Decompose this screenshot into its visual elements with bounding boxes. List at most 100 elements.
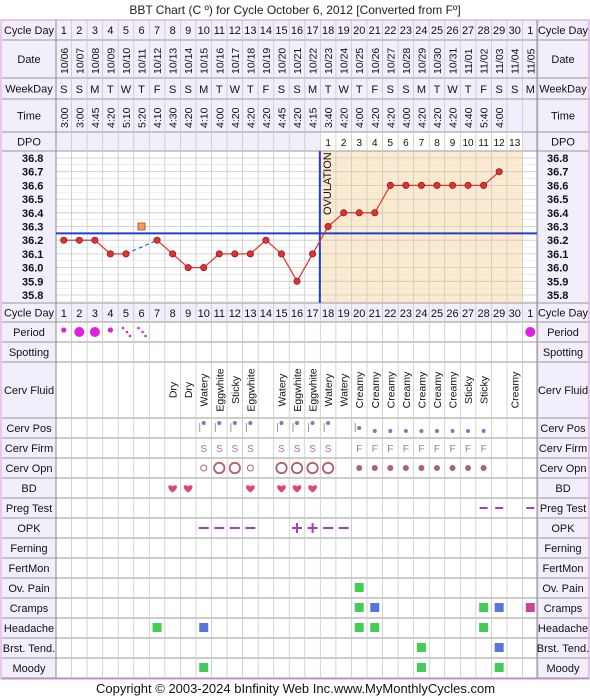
cramps-marker: [370, 603, 380, 612]
cerv-pos-dot: [466, 429, 471, 433]
cycle-day-label: 28: [478, 25, 490, 37]
cycle-day-label-bottom: 6: [138, 308, 144, 320]
weekday-label: W: [121, 84, 132, 96]
dpo-band: [320, 132, 523, 151]
cerv-firm-label: F: [465, 444, 471, 455]
cycle-day-label: 5: [123, 25, 129, 37]
label-cell-left: [2, 322, 56, 342]
period-marker: [89, 327, 100, 337]
y-tick-label-right: 36.1: [547, 249, 568, 261]
row-label-cycle-day: Cycle Day: [4, 308, 55, 320]
y-tick-label-right: 36.0: [547, 263, 568, 275]
cycle-day-label-bottom: 18: [322, 308, 334, 320]
cycle-day-label-bottom: 20: [353, 308, 365, 320]
moody-marker: [199, 663, 209, 672]
cerv-opn-marker: [228, 461, 241, 475]
time-label: 4:10: [152, 107, 164, 128]
cerv-fluid-label: Creamy: [416, 371, 428, 409]
cycle-day-label: 13: [244, 25, 256, 37]
cycle-day-label-bottom: 23: [400, 308, 412, 320]
label-cell-right: [537, 458, 589, 478]
label-cell-right: [537, 342, 589, 362]
cycle-day-label: 22: [384, 25, 396, 37]
temp-point: [449, 181, 457, 189]
label-cell-left: [2, 151, 56, 303]
cycle-day-label: 18: [322, 25, 334, 37]
row-label-right-spotting: Spotting: [543, 347, 583, 359]
weekday-label: S: [387, 84, 394, 96]
y-tick-label-left: 36.8: [22, 153, 43, 165]
row-label-cerv-fluid: Cerv Fluid: [4, 385, 54, 397]
time-label: 4:20: [245, 107, 257, 128]
cycle-day-label: 11: [214, 25, 225, 37]
label-cell-right: [537, 638, 589, 658]
cycle-day-label: 2: [76, 25, 82, 37]
temp-point: [153, 236, 161, 244]
footer-site[interactable]: www.MyMonthlyCycles.com: [333, 681, 495, 696]
cerv-fluid-label: Eggwhite: [245, 368, 257, 411]
weekday-label: T: [247, 84, 254, 96]
cycle-day-label: 1: [61, 25, 67, 37]
cerv-fluid-label: Dry: [183, 381, 195, 398]
date-label: 10/30: [432, 48, 444, 74]
cerv-opn-marker: [306, 461, 319, 475]
date-label: 10/20: [276, 48, 288, 74]
period-marker: [61, 327, 67, 333]
time-label: 4:20: [339, 107, 351, 128]
time-label: 4:20: [385, 107, 397, 128]
cerv-pos-dot: [310, 421, 315, 425]
cerv-opn-marker: [418, 465, 425, 471]
dpo-label: 13: [509, 138, 521, 149]
cerv-opn-marker: [213, 461, 226, 475]
label-cell-left: [2, 78, 56, 99]
time-label: 4:45: [90, 107, 102, 128]
chart-border: [0, 19, 590, 680]
cycle-day-label: 16: [291, 25, 303, 37]
row-label-weekday: WeekDay: [5, 84, 53, 96]
y-tick-label-right: 35.8: [547, 290, 568, 302]
bd-heart-icon: [277, 485, 286, 493]
cerv-fluid-label: Watery: [339, 373, 351, 407]
time-label: 3:00: [59, 107, 71, 128]
cycle-day-label: 12: [229, 25, 241, 37]
cycle-day-label: 21: [369, 25, 381, 37]
y-tick-label-right: 36.7: [547, 167, 568, 179]
time-label: 4:15: [308, 107, 320, 128]
temp-dashed-gap-line: [125, 239, 158, 255]
weekday-label: S: [511, 84, 518, 96]
header-row-band: [56, 99, 537, 132]
period-marker: [128, 334, 132, 338]
y-tick-label-left: 36.0: [22, 263, 43, 275]
footer-copyright: Copyright © 2003-2024 bInfinity Web Inc.: [96, 681, 334, 696]
row-label-ferning: Ferning: [10, 543, 47, 555]
cycle-day-label-bottom: 14: [260, 308, 272, 320]
weekday-label: M: [90, 84, 99, 96]
headache-marker: [370, 623, 380, 632]
label-cell-right: [537, 362, 589, 418]
cerv-fluid-label: Creamy: [401, 371, 413, 409]
date-label: 10/07: [74, 48, 86, 74]
row-label-dpo: DPO: [17, 137, 41, 149]
cycle-day-label: 9: [185, 25, 191, 37]
label-cell-left: [2, 362, 56, 418]
row-label-period: Period: [13, 327, 45, 339]
date-label: 10/27: [385, 48, 397, 74]
cerv-pos-dot: [357, 426, 362, 430]
temp-point: [433, 181, 441, 189]
cerv-fluid-label: Dry: [168, 381, 180, 398]
dpo-label: 3: [356, 138, 362, 149]
cerv-pos-dot: [403, 429, 408, 433]
label-cell-right: [537, 99, 589, 132]
time-label: 4:30: [168, 107, 180, 128]
cycle-day-label: 23: [400, 25, 412, 37]
temp-point: [480, 181, 488, 189]
label-cell-left: [2, 342, 56, 362]
header-row-band: [56, 303, 537, 322]
dpo-label: 4: [372, 138, 378, 149]
label-cell-left: [2, 478, 56, 498]
time-label: 5:40: [479, 107, 491, 128]
temp-point: [386, 181, 394, 189]
row-label-cerv-firm: Cerv Firm: [5, 443, 53, 455]
cycle-day-label: 24: [415, 25, 427, 37]
label-cell-right: [537, 40, 589, 78]
